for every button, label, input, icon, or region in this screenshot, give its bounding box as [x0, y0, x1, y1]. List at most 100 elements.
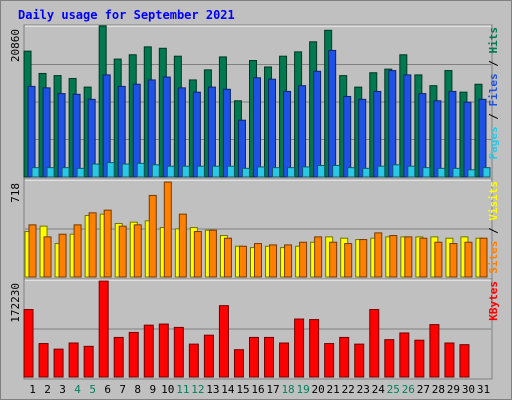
- bar-sites-day-28: [434, 241, 443, 278]
- bar-kbytes-day-2: [38, 343, 49, 378]
- bar-sites-day-20: [314, 236, 323, 278]
- legend-separator: /: [487, 107, 500, 127]
- bar-kbytes-day-11: [173, 326, 184, 378]
- bar-files-day-6: [102, 74, 111, 178]
- bar-pages-day-14: [226, 165, 235, 178]
- bar-kbytes-day-23: [354, 343, 365, 378]
- bar-kbytes-day-10: [158, 323, 169, 378]
- bar-files-day-29: [448, 90, 457, 178]
- bar-pages-day-23: [362, 167, 371, 178]
- x-tick-label-day-25: 25: [387, 383, 400, 396]
- bar-pages-day-8: [136, 162, 145, 178]
- x-tick-label-day-12: 12: [191, 383, 204, 396]
- x-tick-label-day-30: 30: [462, 383, 475, 396]
- legend-separator: /: [487, 54, 500, 74]
- bar-sites-day-22: [344, 243, 353, 278]
- bar-files-day-30: [463, 101, 472, 178]
- bar-files-day-23: [358, 98, 367, 178]
- bar-pages-day-4: [76, 167, 85, 178]
- bar-kbytes-day-30: [459, 344, 470, 378]
- bar-pages-day-21: [332, 164, 341, 178]
- bar-kbytes-day-12: [188, 343, 199, 378]
- bar-sites-day-12: [193, 231, 202, 278]
- bar-kbytes-day-28: [429, 324, 440, 378]
- x-tick-label-day-2: 2: [44, 383, 51, 396]
- bar-pages-day-6: [106, 162, 115, 178]
- bar-files-day-22: [343, 95, 352, 178]
- bar-kbytes-day-21: [324, 343, 335, 378]
- x-tick-label-day-5: 5: [89, 383, 96, 396]
- bar-files-day-26: [403, 74, 412, 178]
- x-tick-label-day-27: 27: [417, 383, 430, 396]
- bar-pages-day-2: [46, 167, 55, 178]
- x-tick-label-day-4: 4: [74, 383, 81, 396]
- bar-sites-day-1: [28, 224, 37, 278]
- legend-entry-pages: Pages: [487, 126, 500, 159]
- bar-files-day-18: [283, 90, 292, 178]
- x-tick-label-day-9: 9: [149, 383, 156, 396]
- bar-sites-day-30: [464, 241, 473, 278]
- bar-kbytes-day-22: [339, 336, 350, 378]
- x-tick-label-day-13: 13: [206, 383, 219, 396]
- bar-sites-day-9: [148, 194, 157, 278]
- bar-sites-day-23: [359, 239, 368, 278]
- bar-pages-day-16: [257, 166, 265, 178]
- chart-title: Daily usage for September 2021: [18, 8, 235, 22]
- bar-kbytes-day-3: [53, 348, 64, 378]
- bar-files-day-27: [418, 93, 427, 178]
- bar-pages-day-30: [467, 169, 476, 178]
- bar-kbytes-day-4: [68, 342, 79, 378]
- bar-pages-day-31: [482, 167, 491, 178]
- bar-sites-day-21: [329, 241, 338, 278]
- x-tick-label-day-11: 11: [176, 383, 189, 396]
- legend-entry-visits: Visits: [487, 181, 500, 221]
- bar-pages-day-22: [347, 167, 356, 178]
- bar-sites-day-31: [479, 237, 488, 278]
- x-tick-label-day-23: 23: [357, 383, 370, 396]
- bar-sites-day-6: [103, 209, 112, 278]
- bar-pages-day-1: [31, 167, 40, 178]
- bar-files-day-14: [222, 88, 231, 178]
- bar-sites-day-19: [299, 241, 308, 278]
- x-tick-label-day-20: 20: [312, 383, 325, 396]
- bar-pages-day-10: [166, 165, 175, 178]
- bar-sites-day-7: [118, 225, 127, 278]
- bar-kbytes-day-15: [233, 349, 244, 378]
- bar-pages-day-5: [91, 163, 100, 178]
- x-tick-label-day-29: 29: [447, 383, 460, 396]
- bar-sites-day-29: [449, 243, 458, 278]
- bar-pages-day-20: [317, 164, 326, 178]
- x-tick-label-day-10: 10: [161, 383, 174, 396]
- bar-files-day-28: [433, 100, 442, 178]
- bar-sites-day-24: [374, 232, 383, 278]
- bar-kbytes-day-8: [128, 331, 139, 378]
- bar-sites-day-10: [163, 181, 172, 278]
- bar-files-day-24: [373, 90, 382, 178]
- bar-files-day-19: [298, 85, 307, 178]
- y-axis-max-label: 718: [9, 183, 22, 203]
- x-tick-label-day-19: 19: [296, 383, 309, 396]
- bar-pages-day-25: [392, 164, 401, 178]
- bar-kbytes-day-29: [444, 342, 455, 378]
- bar-sites-day-17: [269, 244, 278, 278]
- bar-files-day-21: [328, 49, 337, 178]
- x-tick-label-day-8: 8: [134, 383, 141, 396]
- bar-files-day-1: [27, 85, 36, 178]
- bar-files-day-17: [268, 78, 277, 178]
- legend-entry-hits: Hits: [487, 27, 500, 54]
- bar-files-day-2: [42, 87, 51, 178]
- bar-kbytes-day-14: [218, 305, 229, 378]
- x-tick-label-day-17: 17: [266, 383, 279, 396]
- legend-entry-files: Files: [487, 73, 500, 106]
- bar-sites-day-3: [58, 233, 67, 278]
- bar-sites-day-18: [284, 244, 293, 278]
- x-tick-label-day-6: 6: [104, 383, 111, 396]
- bar-pages-day-29: [452, 167, 461, 178]
- bar-files-day-31: [478, 98, 487, 178]
- bar-kbytes-day-6: [98, 280, 109, 378]
- x-tick-label-day-26: 26: [402, 383, 415, 396]
- y-axis-max-label: 20860: [9, 29, 22, 62]
- legend-entry-kbytes: KBytes: [487, 281, 500, 321]
